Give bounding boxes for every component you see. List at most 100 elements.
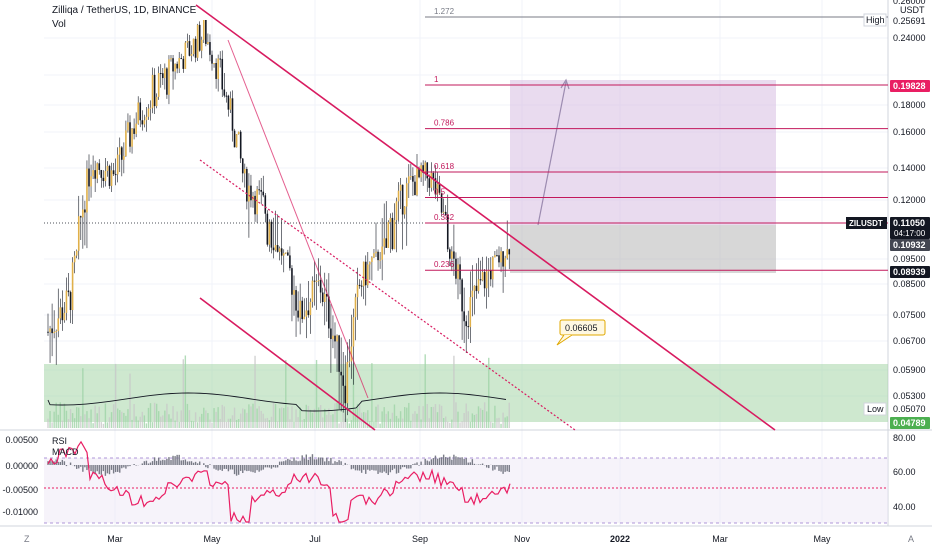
macd-bar — [233, 465, 236, 475]
rsi-tick-label: 60.00 — [893, 467, 916, 477]
macd-tick-label: -0.00500 — [2, 485, 38, 495]
volume-bars — [47, 354, 510, 428]
macd-bar — [69, 462, 72, 465]
volume-bar — [127, 409, 129, 428]
candle-body — [340, 371, 342, 376]
volume-bar — [332, 414, 334, 428]
macd-bar — [324, 461, 326, 465]
corner-label-right: A — [908, 534, 914, 544]
volume-bar — [457, 411, 459, 428]
candle-body — [65, 290, 68, 313]
time-axis[interactable]: Mar May Jul Sep Nov 2022 Mar May Z A — [24, 534, 914, 544]
candle-body — [350, 346, 353, 362]
volume-ma-line — [47, 392, 507, 412]
volume-bar — [436, 412, 439, 428]
macd-bar — [188, 461, 191, 465]
candle-body — [289, 255, 291, 269]
candle-body — [473, 285, 476, 291]
candle-body — [200, 39, 203, 51]
macd-bar — [322, 457, 324, 465]
candle-body — [442, 211, 445, 213]
volume-bar — [135, 416, 137, 428]
macd-bar — [90, 465, 92, 472]
volume-bar — [498, 417, 500, 428]
candle-body — [215, 62, 217, 79]
macd-bar — [301, 455, 303, 465]
dotted-trendline — [199, 159, 576, 431]
candle-body — [403, 206, 406, 215]
volume-bar — [123, 412, 125, 428]
volume-bar — [71, 413, 74, 428]
candle-body — [47, 331, 49, 333]
macd-bar — [104, 465, 107, 476]
macd-bar — [457, 457, 459, 465]
macd-bar — [180, 460, 182, 465]
macd-bar — [149, 462, 152, 465]
volume-bar — [410, 420, 412, 428]
volume-bar — [215, 411, 217, 428]
price-tick-label: 0.12000 — [893, 195, 926, 205]
macd-bar — [297, 461, 299, 465]
candle-body — [293, 290, 295, 295]
volume-bar — [86, 411, 88, 428]
volume-bar — [404, 407, 406, 428]
macd-bar — [381, 465, 383, 473]
volume-bar — [242, 408, 244, 428]
volume-bar — [110, 412, 113, 428]
macd-bar — [440, 457, 443, 465]
candle-body — [63, 312, 66, 321]
candle-body — [69, 292, 72, 311]
volume-bar — [266, 417, 269, 428]
candle-body — [225, 95, 228, 97]
candle-body — [367, 264, 369, 286]
volume-bar — [147, 407, 150, 428]
macd-bar — [254, 465, 256, 473]
macd-bar — [340, 461, 342, 465]
macd-bar — [285, 460, 287, 465]
candle-body — [221, 58, 224, 90]
price-tag-box — [890, 417, 930, 429]
macd-bar — [82, 465, 84, 472]
projection-arrow — [537, 81, 567, 226]
symbol-title[interactable]: Zilliqa / TetherUS, 1D, BINANCE — [52, 5, 197, 16]
candle-body — [155, 96, 158, 107]
candle-body — [385, 238, 388, 248]
volume-bar — [82, 368, 84, 428]
high-label: High — [866, 15, 885, 25]
candle-body — [59, 307, 62, 319]
volume-bar — [418, 405, 420, 428]
macd-bar — [303, 458, 305, 465]
macd-bar — [80, 465, 82, 467]
volume-bar — [508, 402, 510, 428]
macd-bar — [393, 465, 396, 469]
fib-label: 0.382 — [434, 213, 455, 222]
macd-bar — [65, 465, 68, 467]
macd-bar — [377, 465, 379, 474]
volume-bar — [272, 403, 275, 428]
macd-bar — [367, 465, 369, 470]
candle-body — [250, 185, 252, 201]
volume-bar — [131, 419, 133, 428]
volume-bar — [133, 404, 135, 428]
volume-bar — [412, 413, 414, 428]
macd-bar — [194, 461, 197, 465]
time-axis-label: Jul — [309, 534, 321, 544]
candle-body — [237, 131, 240, 135]
macd-bar — [129, 465, 131, 467]
fib-label: 1.272 — [434, 7, 455, 16]
volume-bar — [295, 409, 297, 428]
candle-body — [241, 158, 244, 174]
candle-body — [88, 168, 90, 187]
candle-body — [430, 172, 433, 188]
candle-body — [239, 131, 242, 159]
macd-bar — [430, 459, 433, 465]
candle-body — [321, 292, 324, 302]
price-tag-label: 0.10932 — [893, 240, 926, 250]
volume-bar — [217, 407, 219, 428]
volume-bar — [53, 411, 55, 428]
volume-bar — [252, 403, 254, 428]
volume-bar — [344, 418, 346, 428]
candle-body — [123, 155, 125, 160]
